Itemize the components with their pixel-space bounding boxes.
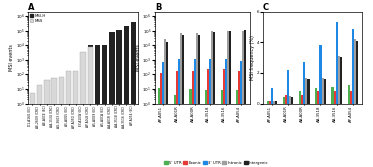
Bar [275,101,277,104]
Y-axis label: MSI frequency (%): MSI frequency (%) [251,35,256,80]
Text: B: B [155,3,161,12]
Bar [178,59,180,167]
Bar [227,31,229,167]
Bar [238,71,240,167]
Bar [116,30,122,167]
Bar [194,59,195,167]
Bar [213,32,215,167]
Bar [324,79,326,104]
Bar [303,62,305,104]
Bar [291,97,293,104]
Bar [240,61,242,167]
Y-axis label: MSI events: MSI events [136,44,141,71]
Bar [305,78,307,104]
Bar [242,31,244,167]
Bar [299,91,301,104]
Bar [350,91,352,104]
Bar [109,32,115,167]
Bar [166,42,169,167]
Bar [66,71,71,167]
Legend: MSI-H, MSS: MSI-H, MSS [30,14,46,23]
Bar [273,101,275,104]
Bar [340,57,342,104]
Bar [301,95,303,104]
Bar [354,39,356,104]
Bar [315,88,317,104]
Bar [180,33,182,167]
Bar [191,71,194,167]
Bar [319,45,322,104]
Bar [124,26,129,167]
Bar [333,91,336,104]
Bar [29,93,35,167]
Bar [189,89,191,167]
Text: A: A [28,3,34,12]
Text: C: C [263,3,269,12]
Bar [322,78,324,104]
Bar [207,69,209,167]
Bar [209,59,211,167]
Bar [176,71,178,167]
Bar [285,95,287,104]
Bar [59,77,64,167]
Bar [236,90,238,167]
Bar [205,90,207,167]
Bar [289,96,291,104]
Legend: 5' UTR, Exonic, 3' UTR, Intronic, Intergenic: 5' UTR, Exonic, 3' UTR, Intronic, Interg… [164,160,269,165]
Bar [164,39,166,167]
Bar [267,101,269,104]
Bar [332,87,333,104]
Bar [229,31,231,167]
Bar [269,101,271,104]
Bar [44,80,50,167]
Bar [352,29,354,104]
Bar [37,85,42,167]
Bar [51,78,57,167]
Bar [158,88,160,167]
Bar [283,97,285,104]
Bar [356,41,358,104]
Bar [174,95,176,167]
Bar [223,69,225,167]
Bar [131,22,137,167]
Bar [317,91,319,104]
Bar [338,56,340,104]
Bar [95,45,100,167]
Bar [88,47,93,167]
Bar [307,79,310,104]
Bar [221,90,223,167]
Bar [336,22,338,104]
Bar [73,71,78,167]
Bar [211,31,213,167]
Bar [182,35,184,167]
Bar [244,30,247,167]
Bar [271,88,273,104]
Bar [88,45,93,167]
Bar [102,45,107,167]
Bar [160,73,162,167]
Bar [195,33,198,167]
Bar [225,59,227,167]
Bar [348,85,350,104]
Bar [80,52,86,167]
Y-axis label: MSI events: MSI events [9,44,14,71]
Bar [287,70,289,104]
Bar [162,62,164,167]
Bar [198,35,200,167]
